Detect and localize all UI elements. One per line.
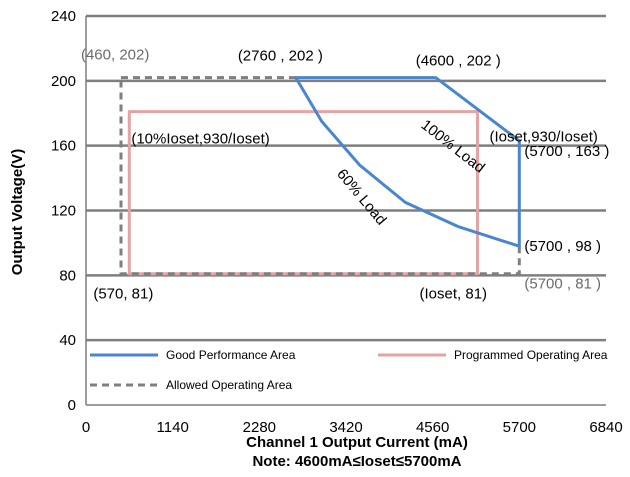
- annotation-label: (570, 81): [93, 286, 153, 303]
- curve-label-load60: 60% Load: [333, 166, 389, 229]
- annotation-label: (2760 , 202 ): [238, 48, 323, 65]
- annotation-label: (5700 , 163 ): [524, 143, 609, 160]
- y-tick-label: 40: [59, 332, 76, 349]
- annotation-label: (10%Ioset,930/Ioset): [131, 131, 269, 148]
- x-tick-label: 4560: [416, 419, 449, 436]
- y-tick-label: 120: [51, 203, 76, 220]
- x-tick-label: 6840: [589, 419, 622, 436]
- series-line-good-performance-area: [294, 76, 521, 248]
- legend: Good Performance Area Programmed Operatin…: [90, 348, 608, 392]
- x-axis-note: Note: 4600mA≤Ioset≤5700mA: [252, 453, 461, 470]
- y-tick-label: 80: [59, 267, 76, 284]
- y-tick-label: 160: [51, 138, 76, 155]
- annotation-layer: (460, 202) (2760 , 202 ) (4600 , 202 ) (10%…: [81, 47, 609, 303]
- annotation-label: (4600 , 202 ): [416, 53, 501, 70]
- annotation-label: (5700 , 81 ): [524, 276, 601, 293]
- series-line-programmed-operating-area: [127, 110, 479, 276]
- legend-label: Allowed Operating Area: [166, 378, 292, 392]
- annotation-label: (5700 , 98 ): [524, 238, 601, 255]
- series-line-allowed-operating-area: [119, 76, 521, 276]
- y-tick-label: 240: [51, 8, 76, 25]
- axes: 0 40 80 120 160 200 240 0 1140 2280 3420 4560 5700 68…: [51, 8, 623, 436]
- annotation-label: (Ioset,930/Ioset): [490, 129, 598, 146]
- legend-label: Programmed Operating Area: [454, 348, 608, 362]
- legend-label: Good Performance Area: [166, 348, 296, 362]
- annotation-label: (460, 202): [81, 47, 149, 64]
- y-tick-label: 0: [68, 397, 76, 414]
- x-tick-label: 2280: [243, 419, 276, 436]
- annotation-label: (Ioset, 81): [420, 286, 488, 303]
- series-layer: [119, 76, 521, 276]
- y-axis-label: Output Voltage(V): [9, 149, 26, 275]
- x-tick-label: 5700: [503, 419, 536, 436]
- x-axis-label: Channel 1 Output Current (mA): [246, 434, 468, 451]
- x-tick-label: 0: [82, 419, 90, 436]
- x-tick-label: 1140: [157, 419, 189, 436]
- grid-lines: [86, 14, 606, 342]
- y-tick-label: 200: [51, 73, 76, 90]
- x-tick-label: 3420: [329, 419, 362, 436]
